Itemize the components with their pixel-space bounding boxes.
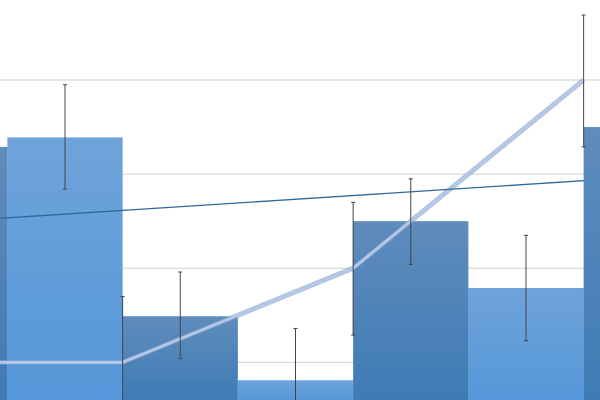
bar [583, 127, 600, 400]
bars [0, 127, 600, 400]
lines [0, 78, 586, 365]
bar [0, 146, 8, 400]
series-line [0, 78, 585, 364]
trend-line [0, 180, 584, 219]
error-bars [63, 14, 586, 400]
